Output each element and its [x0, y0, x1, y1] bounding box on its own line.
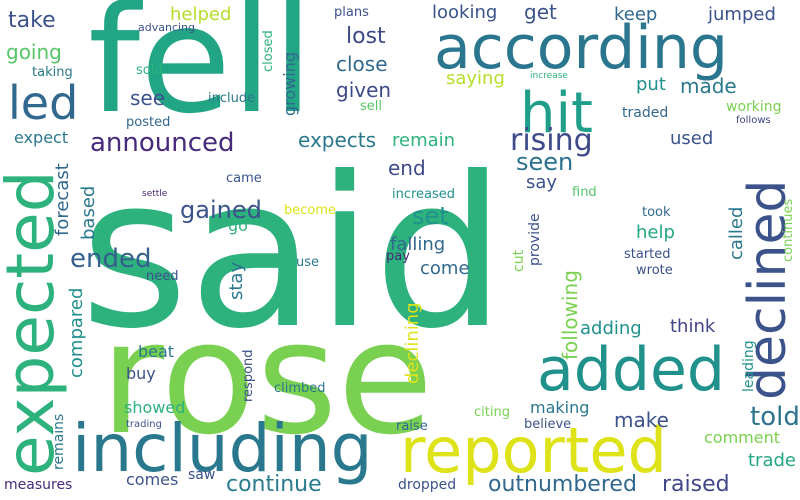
word-vertical: stay — [226, 261, 247, 300]
word: include — [208, 91, 256, 106]
word: used — [670, 128, 714, 149]
word-vertical: leading — [741, 340, 757, 392]
word: need — [146, 269, 179, 284]
word: increased — [392, 187, 456, 202]
word: hit — [520, 81, 594, 146]
word: jumped — [708, 4, 776, 25]
word: rising — [510, 123, 593, 158]
word: continue — [226, 472, 322, 497]
word: measures — [4, 477, 73, 493]
word: go — [228, 216, 248, 235]
word: helped — [170, 4, 232, 25]
word: pay — [386, 249, 410, 264]
word: find — [572, 185, 597, 200]
word: came — [226, 171, 262, 186]
word: fell — [88, 0, 314, 146]
word: use — [296, 255, 320, 270]
word: buy — [126, 364, 156, 383]
word-vertical: remains — [51, 413, 67, 470]
word: including — [72, 410, 373, 487]
word: settle — [142, 189, 168, 199]
word: announced — [90, 128, 235, 158]
word: put — [636, 74, 666, 95]
word: making — [530, 398, 590, 417]
word: going — [6, 40, 62, 64]
word: help — [636, 222, 675, 243]
word-vertical: forecast — [52, 163, 73, 236]
word: close — [336, 52, 388, 76]
word: given — [336, 78, 392, 102]
word: looking — [432, 2, 498, 23]
word: comment — [704, 428, 781, 447]
word: citing — [474, 405, 510, 420]
word: say — [526, 172, 558, 193]
word-vertical: based — [78, 185, 99, 240]
word-vertical: compared — [66, 287, 87, 378]
word: advancing — [138, 21, 196, 34]
word: get — [524, 0, 557, 24]
word: keep — [614, 4, 658, 25]
word: raise — [396, 419, 428, 434]
word-vertical: cut — [511, 249, 527, 272]
word: dropped — [398, 477, 457, 493]
word: adding — [580, 318, 642, 339]
word: raised — [662, 472, 730, 497]
word: take — [8, 8, 56, 33]
word: plans — [334, 5, 369, 20]
word: saying — [446, 68, 505, 89]
word: expects — [298, 128, 377, 152]
word: gained — [180, 196, 262, 224]
word: seen — [516, 148, 574, 176]
word: outnumbered — [488, 472, 637, 497]
word: said — [80, 133, 506, 375]
word: sold — [136, 63, 163, 78]
word: saw — [188, 467, 216, 483]
word: come — [420, 258, 470, 279]
word: lost — [346, 24, 386, 49]
word: beat — [138, 342, 175, 361]
word: falling — [390, 234, 446, 255]
word: see — [130, 86, 166, 110]
word: started — [624, 247, 671, 262]
word-vertical: provide — [527, 213, 543, 266]
word-vertical: growing — [280, 52, 299, 116]
word: added — [537, 335, 725, 405]
word: follows — [736, 115, 771, 126]
word: become — [284, 203, 337, 218]
word: traded — [622, 105, 669, 121]
word: increase — [530, 71, 568, 81]
word: remain — [392, 130, 456, 151]
word-vertical: respond — [241, 349, 256, 402]
word: think — [670, 316, 716, 337]
word: taking — [32, 65, 73, 80]
word: wrote — [636, 263, 673, 278]
word: believe — [524, 417, 572, 432]
word: showed — [124, 398, 186, 417]
word: trade — [748, 450, 796, 471]
word: rose — [100, 287, 434, 469]
word: led — [8, 76, 79, 130]
word: told — [750, 402, 800, 432]
word: set — [412, 202, 449, 230]
word-vertical: declining — [402, 302, 423, 384]
word: make — [614, 408, 669, 432]
word: end — [388, 156, 426, 180]
word: trading — [126, 419, 162, 430]
word: working — [726, 99, 782, 115]
word-vertical: following — [558, 270, 582, 360]
word: posted — [126, 115, 171, 130]
word: took — [642, 205, 671, 220]
word: according — [434, 13, 728, 83]
word-vertical: closed — [261, 30, 276, 72]
word: ended — [70, 244, 152, 274]
word: expect — [14, 128, 69, 147]
word: reported — [400, 414, 667, 487]
word: comes — [126, 470, 179, 489]
word: sell — [360, 99, 382, 114]
word: climbed — [274, 381, 326, 396]
word-vertical: continues — [781, 198, 796, 262]
word: made — [680, 74, 737, 98]
word-vertical: called — [726, 206, 747, 260]
